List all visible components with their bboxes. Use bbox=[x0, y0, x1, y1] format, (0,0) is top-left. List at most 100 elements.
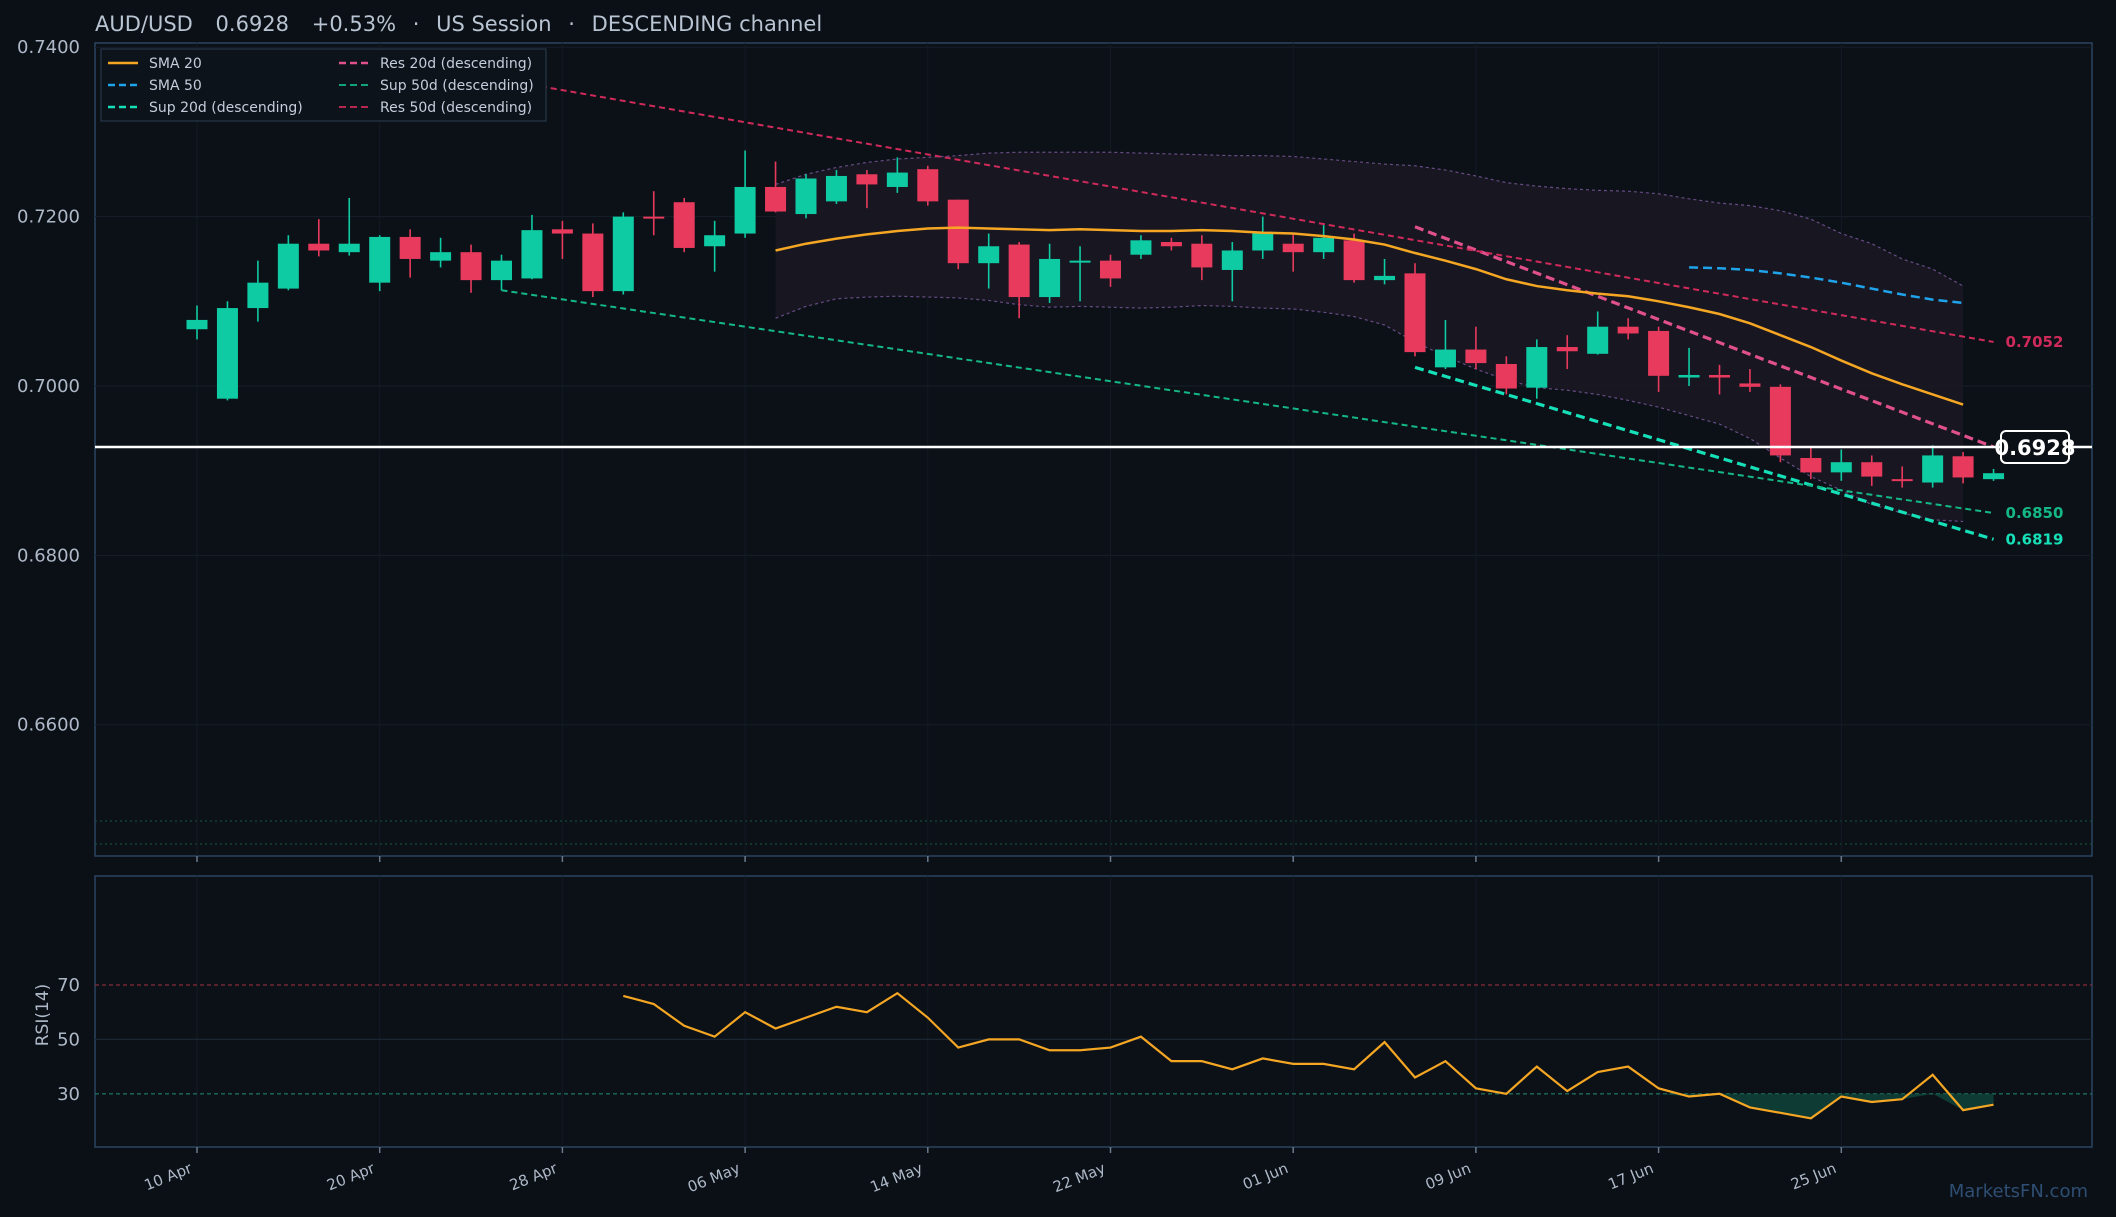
title-sep-1: · bbox=[413, 12, 420, 36]
legend-label-res50: Res 50d (descending) bbox=[380, 100, 532, 116]
bollinger-upper-line bbox=[775, 151, 1964, 287]
candle-up bbox=[1830, 462, 1852, 473]
title-channel: DESCENDING channel bbox=[592, 12, 823, 36]
candle-up bbox=[491, 260, 512, 281]
candle-up bbox=[1221, 250, 1243, 270]
price-tick-label: 0.7000 bbox=[17, 376, 80, 397]
chart-title: AUD/USD 0.6928 +0.53% · US Session · DES… bbox=[95, 12, 822, 36]
rsi-tick-label: 50 bbox=[57, 1029, 80, 1050]
rsi-oversold-fill bbox=[1658, 1093, 1994, 1119]
sma50-line bbox=[1689, 266, 1964, 305]
rsi-line bbox=[623, 991, 1994, 1120]
sup20-trendline-label: 0.6819 bbox=[2006, 530, 2064, 548]
candle-up bbox=[521, 230, 543, 279]
candle-down bbox=[1556, 347, 1578, 352]
candle-down bbox=[1861, 462, 1883, 477]
title-sep-2: · bbox=[568, 12, 575, 36]
candle-up bbox=[247, 282, 269, 309]
candle-up bbox=[1434, 349, 1456, 368]
candle-down bbox=[643, 216, 665, 219]
candle-up bbox=[1587, 326, 1609, 354]
candle-up bbox=[886, 172, 908, 187]
candle-up bbox=[1922, 455, 1944, 483]
candle-down bbox=[1343, 240, 1365, 281]
candle-up bbox=[734, 186, 756, 234]
title-change: +0.53% bbox=[312, 12, 396, 36]
candle-down bbox=[1100, 260, 1121, 279]
candle-up bbox=[430, 252, 452, 261]
candle-up bbox=[216, 308, 238, 399]
candle-down bbox=[582, 233, 604, 292]
candle-down bbox=[1800, 457, 1822, 473]
candle-up bbox=[795, 178, 817, 215]
candle-up bbox=[1039, 258, 1061, 298]
title-price: 0.6928 bbox=[216, 12, 289, 36]
bollinger-band bbox=[775, 151, 1964, 523]
candle-down bbox=[1769, 386, 1791, 456]
candle-up bbox=[277, 243, 299, 289]
sup50-trendline bbox=[501, 289, 1994, 515]
candle-down bbox=[1008, 244, 1030, 298]
candle-up bbox=[1983, 473, 2005, 480]
legend-label-res20: Res 20d (descending) bbox=[380, 56, 532, 72]
candle-up bbox=[825, 175, 847, 202]
candle-down bbox=[1495, 363, 1517, 389]
price-tick-label: 0.7200 bbox=[17, 207, 80, 228]
candle-down bbox=[673, 202, 695, 248]
candle-up bbox=[338, 243, 360, 253]
title-pair: AUD/USD bbox=[95, 12, 193, 36]
candle-down bbox=[460, 252, 482, 281]
candle-up bbox=[612, 216, 634, 292]
candle-up bbox=[978, 246, 1000, 264]
sup50-trendline-label: 0.6850 bbox=[2006, 504, 2064, 522]
price-tick-label: 0.7400 bbox=[17, 37, 80, 58]
candle-down bbox=[1465, 349, 1487, 364]
legend-label-sma50: SMA 50 bbox=[149, 78, 202, 94]
overlays: 0.6928 bbox=[95, 226, 2092, 464]
candle-up bbox=[1678, 374, 1700, 378]
rsi-axis-label: RSI(14) bbox=[33, 984, 53, 1047]
candle-down bbox=[856, 174, 878, 185]
candle-down bbox=[1160, 242, 1182, 247]
bollinger-fill bbox=[775, 152, 1964, 522]
price-tick-label: 0.6800 bbox=[17, 545, 80, 566]
candle-up bbox=[1374, 275, 1396, 281]
candle-up bbox=[704, 235, 726, 247]
candle-down bbox=[551, 229, 573, 234]
current-price-tag bbox=[2000, 429, 2070, 464]
candle-down bbox=[947, 199, 969, 264]
candle-up bbox=[1252, 231, 1274, 251]
rsi-series bbox=[95, 984, 2092, 1120]
candles bbox=[186, 150, 2005, 488]
candle-down bbox=[1282, 243, 1304, 253]
sma20-line bbox=[775, 226, 1964, 406]
sup20-trendline bbox=[1414, 365, 1995, 541]
title-session: US Session bbox=[436, 12, 552, 36]
legend-box bbox=[100, 48, 547, 122]
candle-up bbox=[1069, 260, 1091, 263]
res20-trendline bbox=[1414, 225, 1995, 449]
candle-up bbox=[1313, 237, 1335, 253]
candle-down bbox=[399, 236, 421, 259]
candle-down bbox=[308, 243, 330, 251]
candle-down bbox=[1891, 479, 1913, 482]
price-tick-label: 0.6600 bbox=[17, 715, 80, 736]
legend: SMA 20 SMA 50 Sup 20d (descending) Res 2… bbox=[100, 48, 547, 122]
legend-label-sup50: Sup 50d (descending) bbox=[380, 78, 534, 94]
candle-down bbox=[917, 169, 939, 202]
res50-trendline bbox=[501, 78, 1994, 343]
trendlines: 0.6819 0.6850 0.7052 bbox=[501, 78, 2064, 548]
watermark: MarketsFN.com bbox=[1949, 1181, 2088, 1202]
candle-up bbox=[1526, 347, 1548, 388]
candle-down bbox=[1739, 383, 1761, 387]
candle-down bbox=[1191, 243, 1213, 268]
legend-label-sma20: SMA 20 bbox=[149, 56, 202, 72]
rsi-tick-label: 30 bbox=[57, 1084, 80, 1105]
candle-down bbox=[1709, 374, 1730, 378]
candle-up bbox=[186, 319, 208, 330]
candle-up bbox=[1130, 240, 1152, 255]
candle-down bbox=[1648, 330, 1670, 376]
candle-up bbox=[369, 236, 391, 283]
rsi-tick-label: 70 bbox=[57, 975, 80, 996]
